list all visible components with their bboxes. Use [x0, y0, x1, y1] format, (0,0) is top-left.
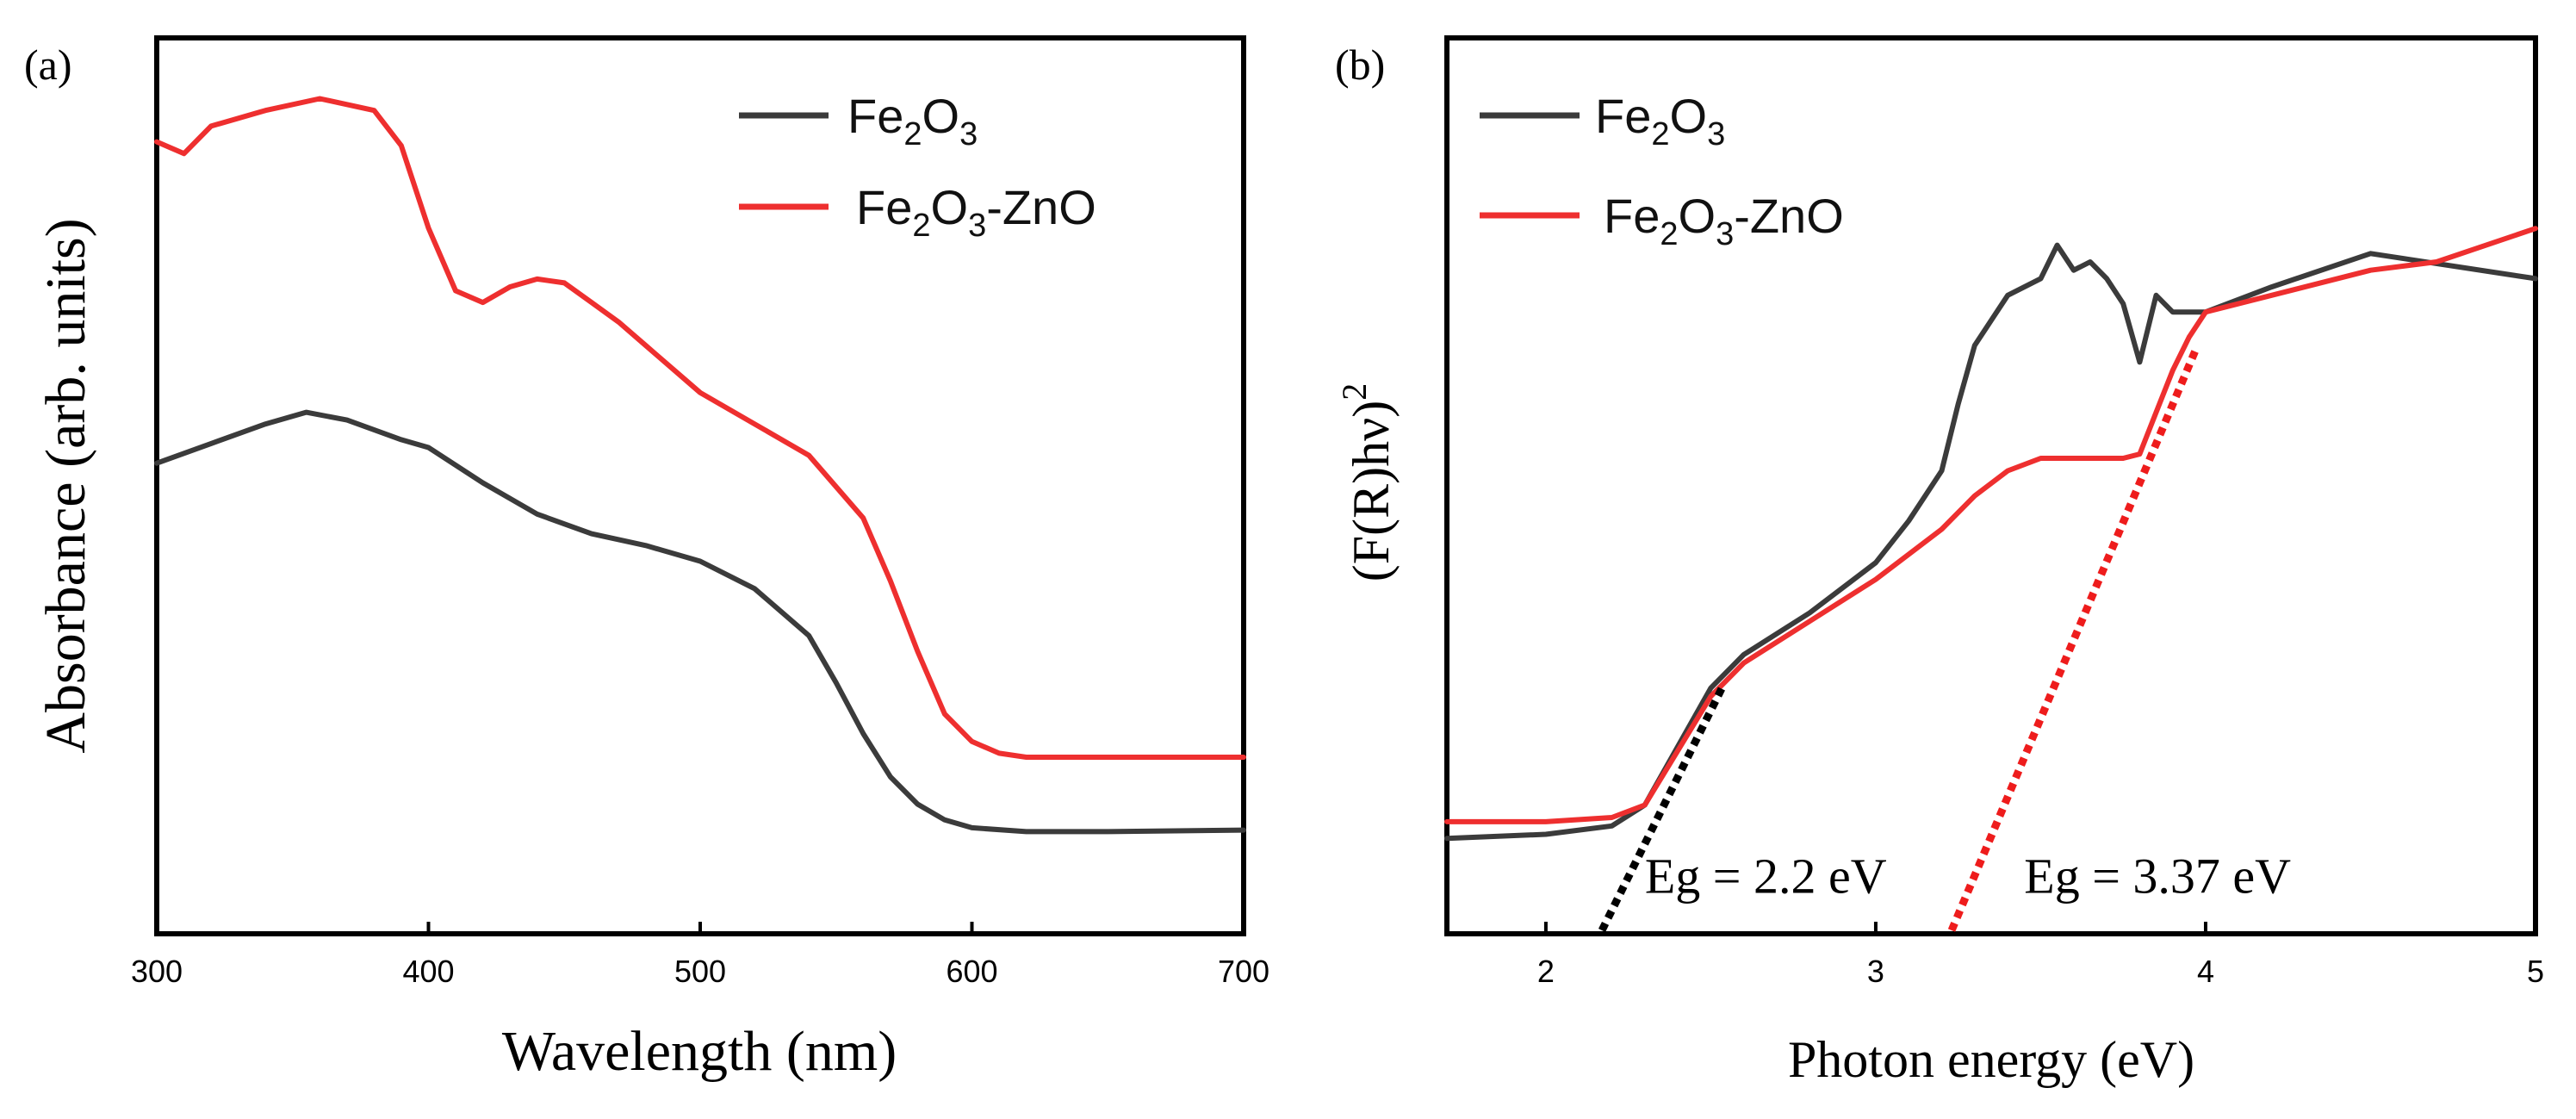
panel-a-line-fe2o3	[154, 409, 1246, 835]
panel-b-axes-frame	[1444, 35, 2538, 936]
panel-b-label: (b)	[1335, 40, 1385, 89]
panel-b-fit-lines	[1598, 348, 2200, 932]
panel-b-annotation-eg-fe2o3: Eg = 2.2 eV	[1645, 848, 1887, 904]
panel-a-x-axis-label: Wavelength (nm)	[502, 1020, 897, 1083]
panel-a-label: (a)	[24, 40, 72, 89]
panel-b-x-tick-label: 3	[1867, 954, 1884, 989]
panel-b-x-ticks	[1543, 922, 2537, 934]
panel-a-line-fe2o3-zno	[154, 96, 1246, 760]
panel-a-x-tick-label: 500	[674, 954, 726, 989]
panel-a-legend-label-fe2o3-zno: Fe2O3-ZnO	[856, 180, 1096, 244]
panel-a-legend-label-fe2o3: Fe2O3	[847, 89, 978, 152]
panel-b-legend-label-fe2o3: Fe2O3	[1595, 89, 1725, 152]
panel-a-x-tick-label: 400	[402, 954, 454, 989]
panel-b-annotation-eg-fe2o3-zno: Eg = 3.37 eV	[2024, 848, 2291, 904]
panel-b-fit-line-fe2o3-zno	[1947, 348, 2200, 932]
panel-a-series-lines	[154, 96, 1246, 835]
panel-b-x-tick-label: 2	[1537, 954, 1555, 989]
panel-a-axes-frame	[154, 35, 1246, 936]
panel-b-x-axis-label: Photon energy (eV)	[1788, 1031, 2194, 1088]
panel-b-x-tick-label: 4	[2197, 954, 2214, 989]
panel-b-x-tick-labels: 2 3 4 5	[1537, 954, 2544, 989]
panel-b-fit-line-fe2o3	[1598, 681, 1728, 932]
chart-panel-a: (a) 300 400 500 600 700 Fe2O3 Fe2O3-ZnO Wave…	[24, 35, 1269, 1083]
panel-a-x-tick-label: 700	[1218, 954, 1269, 989]
panel-b-line-fe2o3	[1444, 242, 2538, 842]
panel-b-line-fe2o3-zno	[1444, 226, 2538, 824]
panel-a-legend: Fe2O3 Fe2O3-ZnO	[739, 89, 1096, 244]
panel-b-legend-label-fe2o3-zno: Fe2O3-ZnO	[1604, 189, 1844, 252]
panel-b-x-tick-label: 5	[2527, 954, 2544, 989]
chart-panel-b: (b) 2 3 4 5 Fe2O3 Fe2O3-ZnO Eg = 2.2 eV Eg …	[1335, 35, 2544, 1088]
panel-b-y-axis-label: (F(R)hν)2	[1335, 383, 1400, 581]
panel-a-x-tick-label: 300	[131, 954, 183, 989]
panel-a-y-axis-label: Absorbance (arb. units)	[34, 218, 97, 753]
panel-a-x-tick-label: 600	[946, 954, 997, 989]
panel-b-legend: Fe2O3 Fe2O3-ZnO	[1480, 89, 1844, 252]
panel-a-x-ticks	[155, 922, 1245, 934]
panel-a-x-tick-labels: 300 400 500 600 700	[131, 954, 1269, 989]
panel-b-series-lines	[1444, 226, 2538, 842]
